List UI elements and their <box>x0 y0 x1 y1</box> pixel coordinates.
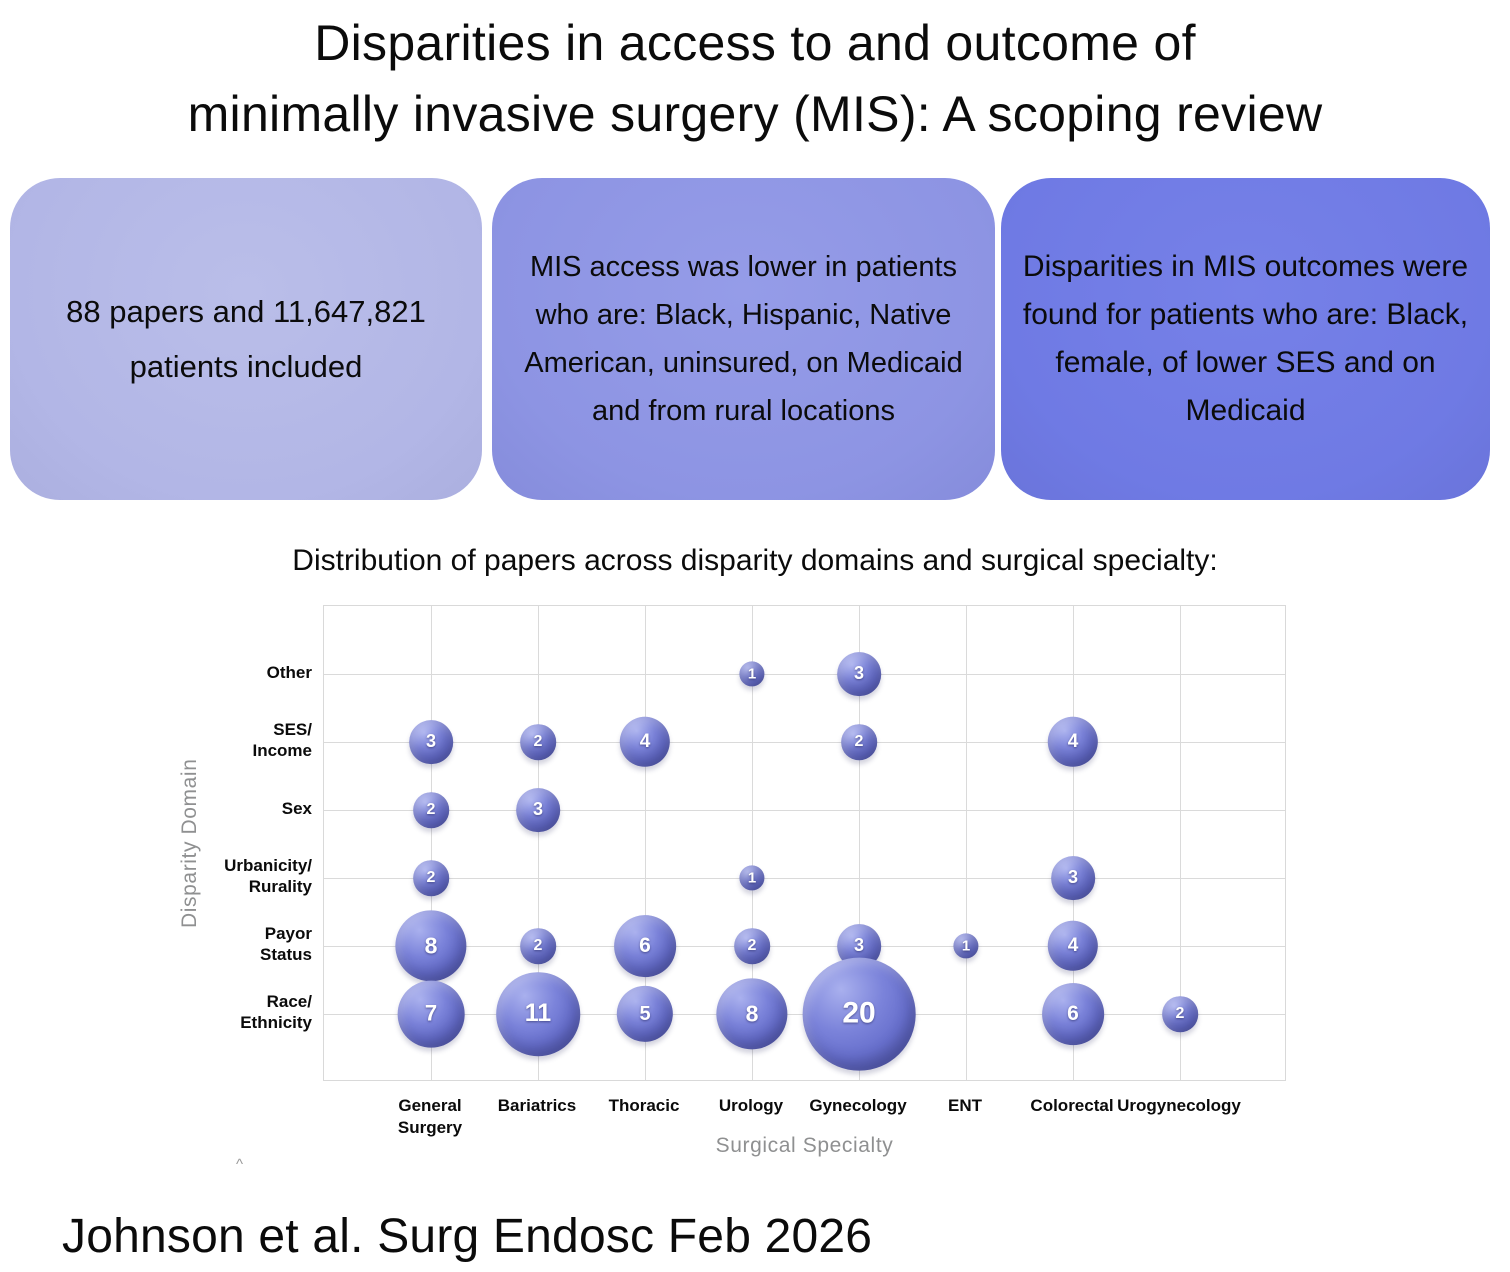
grid-line-horizontal <box>324 878 1285 879</box>
bubble: 1 <box>739 865 765 891</box>
bubble-value-label: 4 <box>639 730 651 752</box>
bubble-value-label: 3 <box>1067 867 1079 888</box>
bubble: 4 <box>1047 920 1099 972</box>
x-tick-label: Bariatrics <box>497 1096 577 1115</box>
bubble: 2 <box>520 928 556 964</box>
y-tick-label: Sex <box>281 798 312 818</box>
bubble: 4 <box>1047 716 1099 768</box>
grid-line-vertical <box>1180 606 1181 1080</box>
bubble: 6 <box>614 915 676 977</box>
bubble-value-label: 5 <box>639 1002 651 1025</box>
grid-line-vertical <box>1073 606 1074 1080</box>
grid-line-vertical <box>859 606 860 1080</box>
x-tick-label: Thoracic <box>608 1096 680 1115</box>
bubble: 6 <box>1042 983 1104 1045</box>
bubble-value-label: 3 <box>853 935 865 956</box>
bubble: 2 <box>520 724 556 760</box>
bubble-value-label: 8 <box>745 1000 759 1027</box>
bubble: 20 <box>802 957 916 1071</box>
bubble-value-label: 3 <box>532 799 544 820</box>
bubble-value-label: 3 <box>853 663 865 684</box>
bubble-value-label: 3 <box>425 731 437 752</box>
y-axis-title: Disparity Domain <box>178 758 201 928</box>
y-tick-label: Other <box>266 662 312 682</box>
bubble-value-label: 6 <box>639 934 651 957</box>
bubble-value-label: 8 <box>424 932 438 959</box>
x-tick-label: ENT <box>948 1096 982 1115</box>
bubble-value-label: 1 <box>747 665 757 683</box>
x-axis-title: Surgical Specialty <box>715 1134 894 1157</box>
plot-area: 1 3 3 2 4 2 4 2 3 2 1 3 8 2 6 2 3 1 4 7 11 5 8 20 6 2 <box>323 605 1286 1081</box>
bubble-value-label: 4 <box>1067 934 1079 956</box>
y-tick-label: Payor Status <box>260 924 312 964</box>
chart-heading: Distribution of papers across disparity … <box>292 544 1218 577</box>
stray-caret-mark: ^ <box>236 1156 244 1173</box>
bubble: 2 <box>1162 996 1198 1032</box>
bubble: 2 <box>413 860 449 896</box>
x-tick-label: Colorectal <box>1030 1096 1114 1115</box>
grid-line-horizontal <box>324 810 1285 811</box>
bubble: 2 <box>841 724 877 760</box>
bubble: 4 <box>619 716 671 768</box>
bubble-value-label: 2 <box>1175 1005 1185 1022</box>
bubble-value-label: 7 <box>424 1000 438 1026</box>
bubble: 8 <box>716 978 788 1050</box>
bubble: 7 <box>397 980 465 1048</box>
summary-box-mis-outcomes: Disparities in MIS outcomes were found f… <box>1001 178 1490 500</box>
summary-box-mis-access: MIS access was lower in patients who are… <box>492 178 995 500</box>
x-tick-label: Urogynecology <box>1117 1096 1241 1115</box>
summary-box-mis-outcomes-text: Disparities in MIS outcomes were found f… <box>1022 250 1469 427</box>
x-tick-label: Gynecology <box>809 1096 907 1115</box>
summary-box-papers-patients-text: 88 papers and 11,647,821 patients includ… <box>66 294 426 384</box>
bubble-value-label: 1 <box>961 937 971 955</box>
bubble-value-label: 2 <box>533 733 543 750</box>
bubble-value-label: 1 <box>747 869 757 887</box>
grid-line-horizontal <box>324 674 1285 675</box>
bubble: 11 <box>496 972 580 1056</box>
grid-line-horizontal <box>324 946 1285 947</box>
bubble-value-label: 2 <box>426 801 436 818</box>
bubble: 1 <box>739 661 765 687</box>
bubble-value-label: 20 <box>842 997 876 1030</box>
bubble: 1 <box>953 933 979 959</box>
bubble: 3 <box>837 652 881 696</box>
grid-line-vertical <box>645 606 646 1080</box>
y-tick-label: SES/ Income <box>252 720 312 760</box>
bubble-value-label: 11 <box>524 999 552 1028</box>
citation: Johnson et al. Surg Endosc Feb 2026 <box>62 1210 873 1263</box>
figure-title: Disparities in access to and outcome of … <box>187 15 1323 142</box>
bubble-value-label: 2 <box>854 733 864 750</box>
bubble-value-label: 2 <box>426 869 436 886</box>
x-tick-label: General Surgery <box>397 1096 463 1137</box>
summary-box-papers-patients: 88 papers and 11,647,821 patients includ… <box>10 178 482 500</box>
bubble: 3 <box>409 720 453 764</box>
grid-line-horizontal <box>324 742 1285 743</box>
bubble: 3 <box>1051 856 1095 900</box>
bubble-value-label: 2 <box>533 937 543 954</box>
x-tick-label: Urology <box>718 1096 784 1115</box>
bubble: 8 <box>395 910 467 982</box>
grid-line-vertical <box>431 606 432 1080</box>
summary-box-mis-access-text: MIS access was lower in patients who are… <box>524 251 963 427</box>
bubble: 5 <box>616 985 674 1043</box>
grid-line-vertical <box>966 606 967 1080</box>
bubble-value-label: 4 <box>1067 730 1079 752</box>
grid-line-vertical <box>538 606 539 1080</box>
bubble-value-label: 2 <box>747 937 757 954</box>
grid-line-vertical <box>752 606 753 1080</box>
bubble: 2 <box>734 928 770 964</box>
y-tick-label: Race/ Ethnicity <box>240 992 312 1032</box>
bubble-value-label: 6 <box>1067 1002 1079 1025</box>
bubble: 2 <box>413 792 449 828</box>
bubble: 3 <box>516 788 560 832</box>
y-tick-label: Urbanicity/ Rurality <box>224 856 312 896</box>
